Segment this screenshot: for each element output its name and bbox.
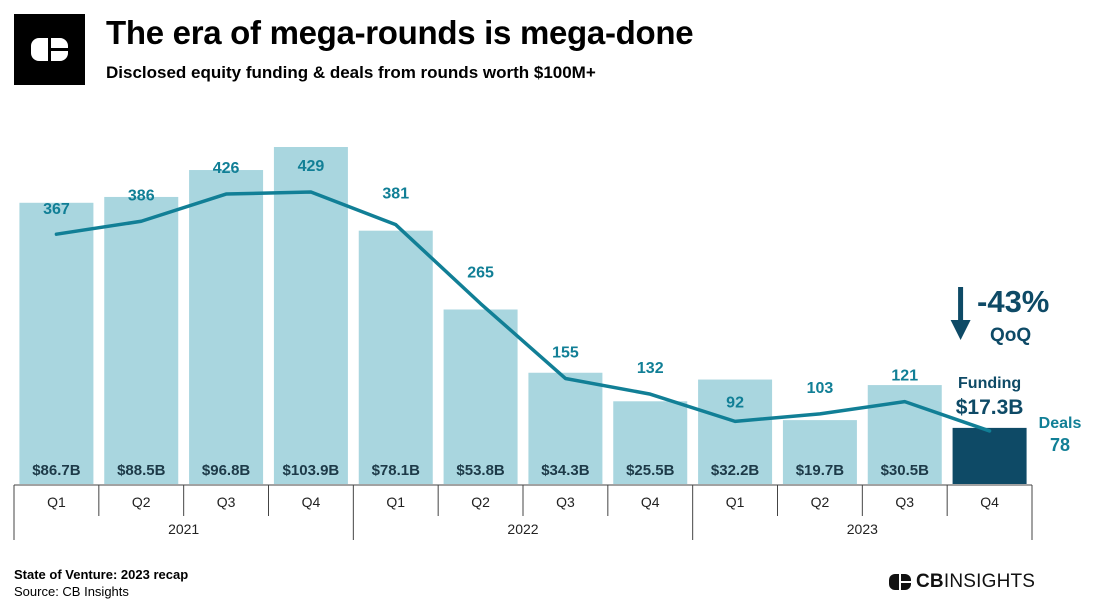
funding-bar: [782, 420, 857, 484]
change-period: QoQ: [990, 325, 1031, 346]
cb-insights-brand: CBINSIGHTS: [888, 570, 1035, 594]
deals-callout-label: Deals: [1039, 415, 1082, 432]
funding-bar: [358, 230, 433, 484]
deals-label: 92: [726, 394, 744, 411]
year-label: 2021: [168, 521, 199, 537]
funding-bar: [528, 372, 603, 484]
x-tick-label: Q3: [895, 494, 914, 510]
deals-label: 367: [43, 201, 70, 218]
brand-name: CBINSIGHTS: [916, 571, 1035, 593]
cb-insights-icon: [889, 572, 912, 592]
funding-bar: [19, 202, 94, 484]
x-tick-label: Q4: [302, 494, 321, 510]
funding-label: $34.3B: [541, 462, 590, 479]
funding-label: $30.5B: [881, 462, 930, 479]
footer-source: Source: CB Insights: [14, 584, 129, 599]
funding-label: $32.2B: [711, 462, 760, 479]
deals-callout-value: 78: [1050, 435, 1070, 455]
deals-label: 121: [891, 368, 918, 385]
cb-logo-icon: [31, 36, 70, 63]
funding-label: $19.7B: [796, 462, 845, 479]
funding-label: $78.1B: [372, 462, 421, 479]
brand-name-light: INSIGHTS: [943, 571, 1036, 592]
x-tick-label: Q2: [471, 494, 490, 510]
deals-label: 429: [298, 158, 325, 175]
deals-label: 386: [128, 187, 155, 204]
x-tick-label: Q3: [556, 494, 575, 510]
funding-bar: [698, 379, 773, 484]
change-percent: -43%: [977, 284, 1049, 319]
year-label: 2023: [847, 521, 878, 537]
funding-label: $86.7B: [32, 462, 81, 479]
x-tick-label: Q2: [132, 494, 151, 510]
funding-label: $25.5B: [626, 462, 675, 479]
page-title: The era of mega-rounds is mega-done: [106, 14, 694, 51]
x-tick-label: Q2: [811, 494, 830, 510]
deals-line-group: 367 386 426 429 381 265 155 132 92 103 121: [43, 158, 992, 433]
x-tick-label: Q1: [726, 494, 745, 510]
deals-label: 426: [213, 160, 240, 177]
deals-line: [54, 190, 992, 433]
callout-group: -43% QoQ Funding $17.3B Deals 78: [950, 284, 1082, 455]
funding-callout-label: Funding: [958, 375, 1021, 392]
x-tick-label: Q4: [980, 494, 999, 510]
page-subtitle: Disclosed equity funding & deals from ro…: [106, 63, 596, 82]
chart: $86.7B $88.5B $96.8B $103.9B $78.1B $53.8B $34…: [13, 147, 1082, 540]
deals-label: 132: [637, 360, 664, 377]
deals-label: 103: [807, 380, 834, 397]
funding-bar: [273, 147, 348, 484]
x-axis: Q1 Q2 Q3 Q4 Q1 Q2 Q3 Q4 Q1 Q2 Q3 Q4 2021 2022 2023: [13, 484, 1033, 540]
brand-name-bold: CB: [916, 571, 944, 592]
x-tick-label: Q1: [47, 494, 66, 510]
funding-bar: [189, 170, 264, 484]
down-arrow-head-icon: [950, 320, 971, 340]
funding-label: $96.8B: [202, 462, 251, 479]
x-tick-label: Q1: [386, 494, 405, 510]
x-tick-label: Q3: [217, 494, 236, 510]
x-tick-label: Q4: [641, 494, 660, 510]
funding-bar: [613, 401, 688, 484]
cb-logo: [14, 14, 85, 85]
funding-callout-value: $17.3B: [956, 396, 1024, 419]
bars-group: $86.7B $88.5B $96.8B $103.9B $78.1B $53.8B $34…: [19, 147, 1027, 484]
funding-bar: [443, 309, 518, 484]
footer-note: State of Venture: 2023 recap: [14, 567, 189, 582]
deals-label: 265: [467, 265, 494, 282]
funding-bar: [952, 427, 1027, 484]
funding-bar: [104, 196, 179, 484]
deals-label: 381: [382, 186, 409, 203]
deals-label: 155: [552, 344, 579, 361]
year-label: 2022: [507, 521, 538, 537]
funding-label: $103.9B: [283, 462, 340, 479]
funding-label: $53.8B: [456, 462, 505, 479]
funding-label: $88.5B: [117, 462, 166, 479]
